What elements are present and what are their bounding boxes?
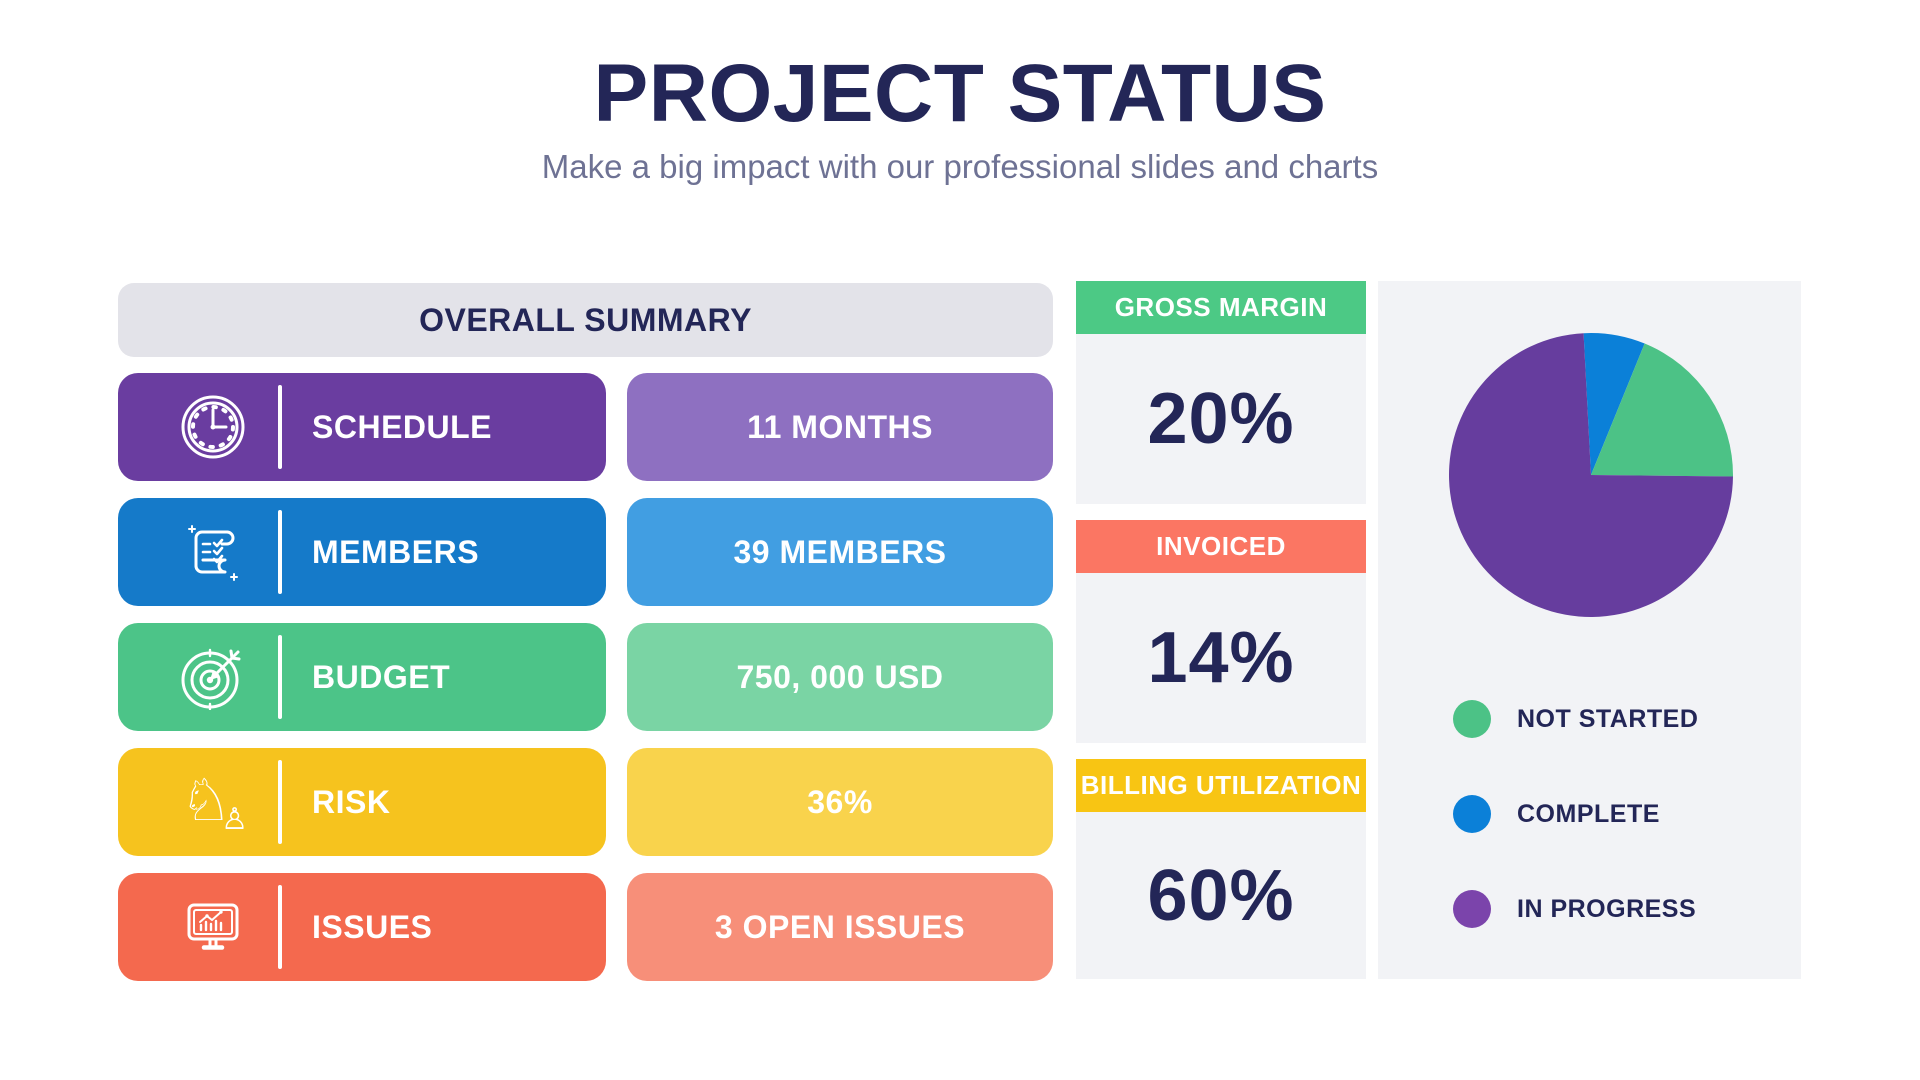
issues-value-cell: 3 OPEN ISSUES — [627, 873, 1053, 981]
legend-item-in-progress: IN PROGRESS — [1453, 890, 1698, 928]
metric-value: 60% — [1076, 812, 1366, 979]
row-label: RISK — [312, 783, 391, 820]
table-row-schedule: SCHEDULE 11 MONTHS — [118, 373, 1053, 481]
metric-header: GROSS MARGIN — [1076, 281, 1366, 334]
metric-value: 20% — [1076, 334, 1366, 504]
row-label: BUDGET — [312, 658, 451, 695]
metric-gross-margin: GROSS MARGIN 20% — [1076, 281, 1366, 504]
status-pie-panel: NOT STARTED COMPLETE IN PROGRESS — [1378, 281, 1801, 979]
risk-label-cell: ♘ ♙ RISK — [118, 748, 606, 856]
row-label: ISSUES — [312, 908, 433, 945]
summary-heading: OVERALL SUMMARY — [118, 283, 1053, 357]
table-row-risk: ♘ ♙ RISK 36% — [118, 748, 1053, 856]
not-started-dot-icon — [1453, 700, 1491, 738]
in-progress-dot-icon — [1453, 890, 1491, 928]
metric-billing-utilization: BILLING UTILIZATION 60% — [1076, 759, 1366, 979]
status-pie-chart — [1448, 332, 1733, 617]
table-row-budget: BUDGET 750, 000 USD — [118, 623, 1053, 731]
pie-slice-in-progress — [1448, 333, 1733, 617]
divider — [278, 635, 282, 719]
divider — [278, 510, 282, 594]
legend-label: IN PROGRESS — [1517, 894, 1697, 923]
legend-item-complete: COMPLETE — [1453, 795, 1698, 833]
metric-invoiced: INVOICED 14% — [1076, 520, 1366, 743]
row-label: MEMBERS — [312, 533, 480, 570]
legend-label: NOT STARTED — [1517, 704, 1699, 733]
table-row-issues: ISSUES 3 OPEN ISSUES — [118, 873, 1053, 981]
legend-item-not-started: NOT STARTED — [1453, 700, 1698, 738]
members-label-cell: MEMBERS — [118, 498, 606, 606]
summary-rows: SCHEDULE 11 MONTHS — [118, 373, 1053, 981]
legend-label: COMPLETE — [1517, 799, 1660, 828]
divider — [278, 760, 282, 844]
pie-legend: NOT STARTED COMPLETE IN PROGRESS — [1453, 700, 1698, 928]
scroll-checklist-icon — [180, 519, 246, 585]
metric-value: 14% — [1076, 573, 1366, 743]
table-row-members: MEMBERS 39 MEMBERS — [118, 498, 1053, 606]
metric-header: BILLING UTILIZATION — [1076, 759, 1366, 812]
overall-summary-table: OVERALL SUMMARY — [118, 283, 1053, 981]
divider — [278, 385, 282, 469]
page-title: PROJECT STATUS — [593, 48, 1327, 139]
pie-slice-not-started — [1591, 343, 1733, 477]
page-subtitle: Make a big impact with our professional … — [541, 147, 1379, 185]
pie-slice-complete — [1583, 332, 1645, 475]
budget-value-cell: 750, 000 USD — [627, 623, 1053, 731]
complete-dot-icon — [1453, 795, 1491, 833]
divider — [278, 885, 282, 969]
slide-header: PROJECT STATUS Make a big impact with ou… — [0, 52, 1920, 186]
clock-icon — [180, 394, 246, 460]
row-label: SCHEDULE — [312, 408, 493, 445]
metric-cards: GROSS MARGIN 20% INVOICED 14% BILLING UT… — [1076, 281, 1366, 979]
schedule-label-cell: SCHEDULE — [118, 373, 606, 481]
budget-label-cell: BUDGET — [118, 623, 606, 731]
issues-label-cell: ISSUES — [118, 873, 606, 981]
presentation-chart-icon — [180, 894, 246, 960]
schedule-value-cell: 11 MONTHS — [627, 373, 1053, 481]
metric-header: INVOICED — [1076, 520, 1366, 573]
chess-knight-icon: ♘ ♙ — [180, 766, 248, 837]
risk-value-cell: 36% — [627, 748, 1053, 856]
members-value-cell: 39 MEMBERS — [627, 498, 1053, 606]
target-arrow-icon — [180, 644, 246, 710]
